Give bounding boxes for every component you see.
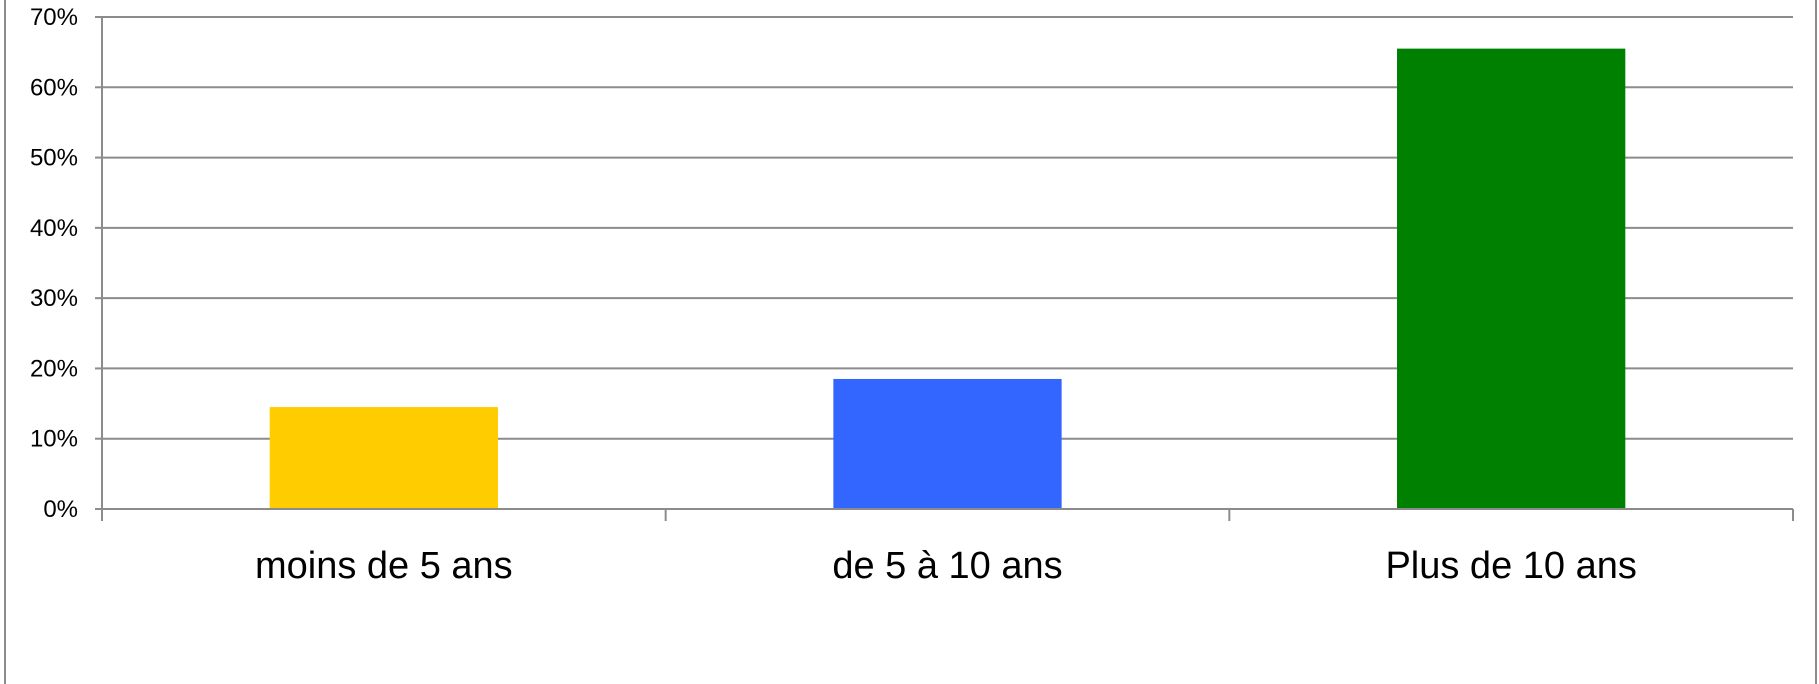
- y-tick-label: 0%: [43, 496, 78, 523]
- y-axis-tick-labels: 0% 10% 20% 30% 40% 50% 60% 70%: [30, 4, 78, 523]
- y-tick-label: 60%: [30, 74, 78, 101]
- y-tick-label: 20%: [30, 355, 78, 382]
- x-tick-label: Plus de 10 ans: [1385, 545, 1636, 587]
- y-tick-label: 70%: [30, 4, 78, 31]
- bar-2: [833, 378, 1062, 509]
- x-axis-tick-labels: moins de 5 ans de 5 à 10 ans Plus de 10 an…: [255, 545, 1637, 587]
- bar-3: [1397, 48, 1626, 509]
- y-tick-label: 50%: [30, 145, 78, 172]
- x-tick-label: de 5 à 10 ans: [832, 545, 1062, 587]
- y-tick-label: 30%: [30, 285, 78, 312]
- axes: [95, 16, 1794, 521]
- bars: [269, 48, 1626, 509]
- y-tick-label: 10%: [30, 426, 78, 453]
- y-tick-label: 40%: [30, 215, 78, 242]
- x-tick-label: moins de 5 ans: [255, 545, 513, 587]
- bar-1: [269, 407, 498, 509]
